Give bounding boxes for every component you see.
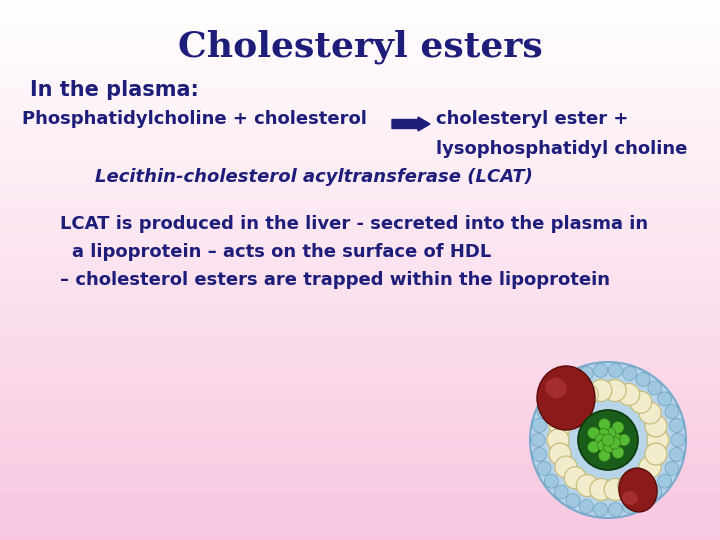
Circle shape [603,427,616,439]
Circle shape [608,437,621,449]
Text: In the plasma:: In the plasma: [30,80,199,100]
Circle shape [645,415,667,437]
Circle shape [670,448,683,462]
Circle shape [618,475,640,496]
Ellipse shape [545,378,567,398]
Circle shape [647,429,669,451]
Circle shape [657,474,672,488]
Circle shape [608,431,621,443]
Circle shape [554,485,568,499]
Circle shape [604,478,626,501]
Circle shape [547,429,569,451]
Circle shape [544,474,559,488]
Circle shape [648,485,662,499]
Circle shape [657,392,672,406]
Text: – cholesterol esters are trapped within the lipoprotein: – cholesterol esters are trapped within … [60,271,610,289]
Circle shape [618,434,630,446]
Circle shape [602,434,614,446]
FancyArrow shape [392,117,430,131]
Ellipse shape [530,362,686,518]
Circle shape [612,422,624,434]
Ellipse shape [619,468,657,512]
Circle shape [555,456,577,478]
Text: lysophosphatidyl choline: lysophosphatidyl choline [436,140,688,158]
Text: Cholesteryl esters: Cholesteryl esters [178,30,542,64]
Circle shape [595,434,607,446]
Circle shape [531,433,545,447]
Circle shape [639,402,661,424]
Circle shape [623,367,636,380]
Circle shape [537,462,551,476]
Circle shape [645,443,667,465]
Ellipse shape [622,491,638,505]
Circle shape [566,494,580,508]
Circle shape [594,503,608,517]
Circle shape [549,443,571,465]
Circle shape [566,373,580,387]
Circle shape [590,478,612,501]
Circle shape [598,450,611,462]
Circle shape [612,447,624,458]
Circle shape [576,383,598,406]
Circle shape [598,418,611,430]
Circle shape [665,462,679,476]
Circle shape [670,418,683,433]
Circle shape [603,441,616,453]
Circle shape [671,433,685,447]
Circle shape [630,391,652,413]
Circle shape [648,381,662,395]
Circle shape [580,500,593,514]
Circle shape [588,441,600,453]
Circle shape [630,467,652,489]
Circle shape [549,415,571,437]
Circle shape [639,456,661,478]
Circle shape [564,391,586,413]
Circle shape [588,427,600,439]
Circle shape [636,494,650,508]
Circle shape [580,367,593,380]
Circle shape [608,363,622,377]
Circle shape [544,392,559,406]
Circle shape [576,475,598,496]
Circle shape [537,404,551,418]
Circle shape [598,429,610,441]
Circle shape [590,380,612,402]
Circle shape [623,500,636,514]
Circle shape [594,363,608,377]
Text: LCAT is produced in the liver - secreted into the plasma in: LCAT is produced in the liver - secreted… [60,215,648,233]
Circle shape [554,381,568,395]
Circle shape [618,383,640,406]
Circle shape [604,380,626,402]
Text: Phosphatidylcholine + cholesterol: Phosphatidylcholine + cholesterol [22,110,367,128]
Circle shape [636,373,650,387]
Circle shape [555,402,577,424]
Circle shape [564,467,586,489]
Circle shape [578,410,638,470]
Ellipse shape [537,366,595,430]
Circle shape [598,440,610,451]
Circle shape [533,448,546,462]
Circle shape [533,418,546,433]
Circle shape [665,404,679,418]
Text: cholesteryl ester +: cholesteryl ester + [436,110,629,128]
Text: Lecithin-cholesterol acyltransferase (LCAT): Lecithin-cholesterol acyltransferase (LC… [95,168,533,186]
Circle shape [608,503,622,517]
Text: a lipoprotein – acts on the surface of HDL: a lipoprotein – acts on the surface of H… [72,243,491,261]
